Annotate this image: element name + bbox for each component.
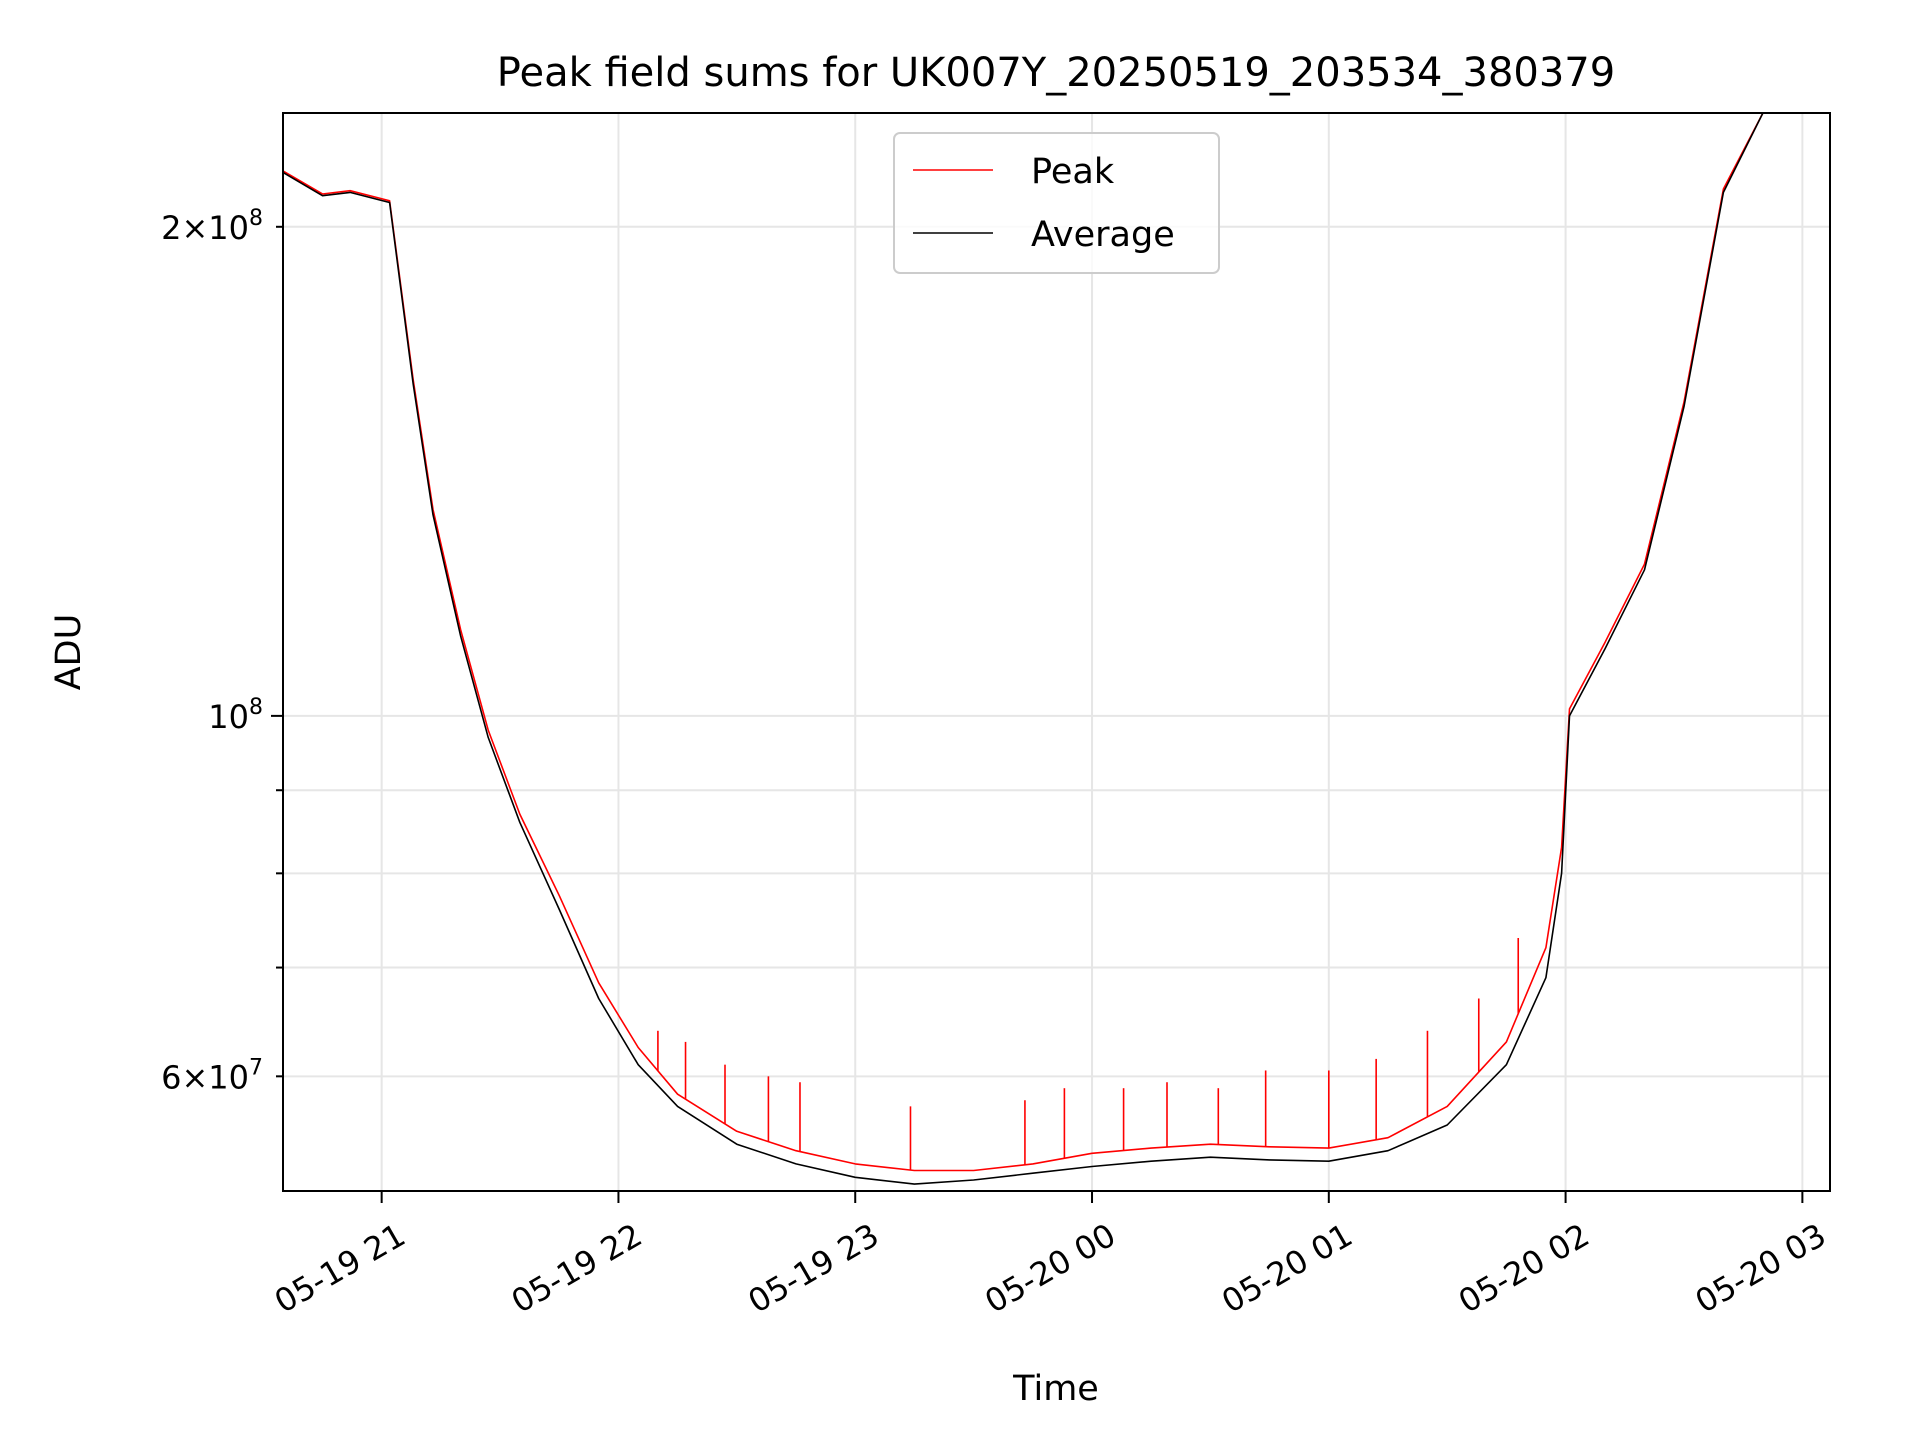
y-tick-label-base: 10 (208, 1058, 249, 1096)
y-tick-label: 2×108 (161, 206, 263, 247)
peak-series-line (283, 113, 1764, 1172)
y-tick-label-exponent: 8 (249, 206, 263, 231)
x-axis-label: Time (1012, 1369, 1099, 1409)
y-tick-label-times: × (181, 1058, 208, 1096)
average-series-line (283, 113, 1764, 1185)
plot-frame (282, 112, 1831, 1192)
y-tick-label-exponent: 7 (249, 1055, 263, 1080)
legend: Peak Average (893, 132, 1220, 274)
y-tick-label-exponent: 8 (249, 695, 263, 720)
legend-average-label: Average (1031, 215, 1175, 255)
y-tick-label: 108 (208, 695, 263, 736)
chart-title: Peak field sums for UK007Y_20250519_2035… (497, 50, 1615, 96)
y-tick-label-times: × (181, 209, 208, 247)
series-lines (283, 113, 1764, 1185)
legend-peak-label: Peak (1031, 152, 1115, 192)
legend-box (893, 132, 1220, 274)
y-tick-label-mantissa: 6 (161, 1058, 181, 1096)
y-tick-label-base: 10 (208, 209, 249, 247)
y-tick-label: 6×107 (161, 1055, 263, 1096)
y-tick-label-mantissa: 2 (161, 209, 181, 247)
y-axis-label: ADU (49, 614, 89, 691)
y-tick-label-base: 10 (208, 698, 249, 736)
